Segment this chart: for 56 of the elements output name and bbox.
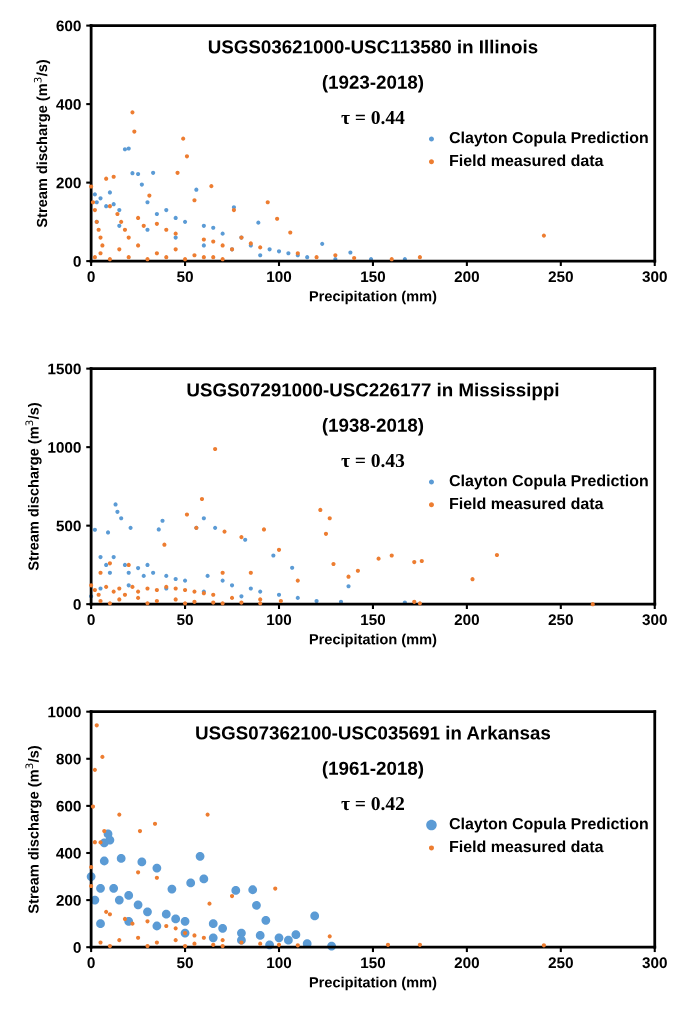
x-tick-label: 150 <box>361 271 386 283</box>
legend-label: Field measured data <box>450 497 604 510</box>
text: (1961-2018) <box>322 761 424 779</box>
x-tick-label: 0 <box>87 614 95 626</box>
annotation: τ = 0.44 <box>341 110 405 125</box>
y-tick-label: 500 <box>56 520 81 532</box>
x-tick-label: 200 <box>454 957 479 969</box>
legend-label: Clayton Copula Prediction <box>449 817 648 833</box>
y-tick-label: 1500 <box>48 363 81 375</box>
y-axis-title: Stream discharge (m$^{3}$/s) <box>25 746 42 914</box>
y-tick-label: 1000 <box>48 442 81 453</box>
x-axis-title: Precipitation (mm) <box>309 633 437 648</box>
text: USGS07362100-USC035691 in Arkansas <box>196 725 551 740</box>
x-tick-label: 150 <box>361 614 386 626</box>
y-tick-label: 0 <box>73 599 81 610</box>
legend-label: Field measured data <box>450 154 604 167</box>
legend-label: Clayton Copula Prediction <box>449 474 648 490</box>
y-tick-label: 0 <box>73 942 81 953</box>
text: USGS03621000-USC113580 in Illinois <box>208 39 538 54</box>
x-tick-label: 50 <box>177 614 193 626</box>
y-tick-label: 0 <box>73 255 81 267</box>
x-tick-label: 100 <box>267 957 292 969</box>
x-axis-title: Precipitation (mm) <box>309 976 437 991</box>
legend-label: Clayton Copula Prediction <box>449 131 648 147</box>
x-tick-label: 0 <box>87 271 95 283</box>
x-tick-label: 200 <box>454 614 479 626</box>
x-tick-label: 100 <box>267 271 292 283</box>
y-tick-label: 1000 <box>48 706 81 718</box>
x-tick-label: 250 <box>548 271 573 283</box>
text: (1938-2018) <box>322 418 424 436</box>
x-tick-label: 250 <box>548 957 573 969</box>
x-tick-label: 300 <box>642 614 667 626</box>
x-tick-label: 100 <box>267 614 292 626</box>
y-tick-label: 400 <box>56 847 81 859</box>
x-tick-label: 150 <box>361 957 386 969</box>
x-tick-label: 250 <box>548 614 573 626</box>
x-tick-label: 0 <box>87 957 95 969</box>
y-tick-label: 200 <box>56 894 81 906</box>
y-tick-label: 600 <box>56 20 81 32</box>
x-tick-label: 200 <box>454 271 479 283</box>
text: (1923-2018) <box>322 75 424 93</box>
annotation: τ = 0.43 <box>341 453 405 468</box>
y-axis-title: Stream discharge (m$^{3}$/s) <box>25 403 42 571</box>
y-tick-label: 800 <box>56 753 81 765</box>
annotation: τ = 0.42 <box>341 797 404 811</box>
legend-label: Field measured data <box>450 840 604 853</box>
x-tick-label: 300 <box>642 271 667 283</box>
text: USGS07291000-USC226177 in Mississippi <box>187 382 559 401</box>
x-tick-label: 50 <box>177 957 193 969</box>
y-tick-label: 200 <box>56 177 81 189</box>
y-axis-title: Stream discharge (m$^{3}$/s) <box>33 59 51 228</box>
x-tick-label: 300 <box>642 957 667 969</box>
x-tick-label: 50 <box>177 271 193 283</box>
y-tick-label: 600 <box>56 800 81 812</box>
y-tick-label: 400 <box>56 98 81 110</box>
x-axis-title: Precipitation (mm) <box>309 290 437 305</box>
